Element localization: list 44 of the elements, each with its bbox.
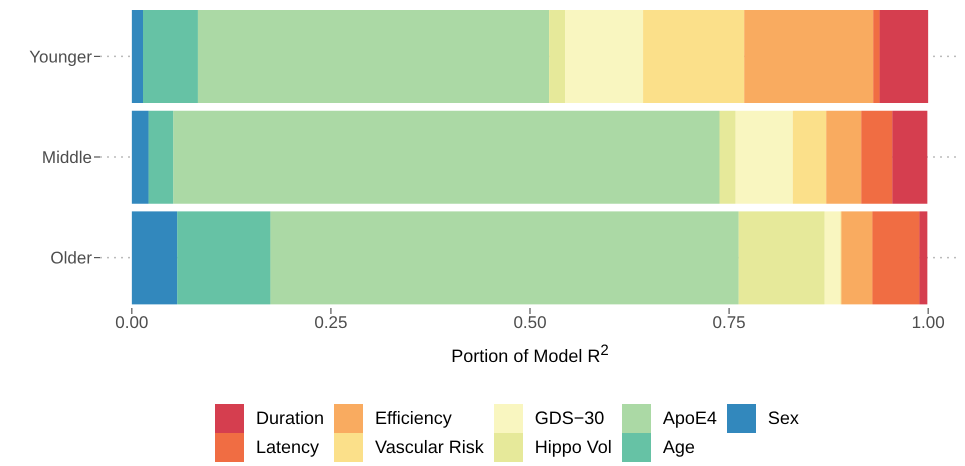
y-tick-label: Younger <box>29 47 92 66</box>
bar <box>826 110 862 204</box>
bar <box>892 110 928 204</box>
x-axis-title: Portion of Model R$^{2}$ <box>450 342 610 367</box>
bar <box>143 10 198 104</box>
bar <box>148 110 174 204</box>
bar <box>173 110 720 204</box>
legend-label: Duration <box>256 408 324 429</box>
bar <box>735 110 793 204</box>
bar <box>873 10 880 104</box>
x-tick-label: 0.75 <box>712 313 746 332</box>
bar <box>872 211 920 304</box>
legend-label: Vascular Risk <box>375 437 484 458</box>
bar <box>565 10 644 104</box>
y-tick-label: Middle <box>42 148 92 168</box>
bar <box>861 110 892 204</box>
legend-label: Age <box>662 437 695 458</box>
bar <box>919 211 928 304</box>
legend-label: Hippo Vol <box>534 437 612 458</box>
bar <box>744 10 874 104</box>
legend-label: Latency <box>256 437 320 458</box>
bar <box>549 10 566 104</box>
y-tick-label: Older <box>50 248 92 268</box>
bar <box>132 211 178 304</box>
bar <box>738 211 825 304</box>
bar <box>792 110 826 204</box>
x-tick-label: 1.00 <box>912 313 945 332</box>
bar <box>880 10 928 104</box>
bar <box>177 211 270 304</box>
legend-label: GDS−30 <box>534 408 604 429</box>
bar <box>643 10 744 104</box>
x-tick-label: 0.00 <box>115 313 148 332</box>
bar <box>720 110 736 204</box>
bar <box>824 211 841 304</box>
legend-label: ApoE4 <box>662 408 717 429</box>
bar <box>132 110 149 204</box>
bar <box>198 10 550 104</box>
x-tick-label: 0.50 <box>513 313 547 332</box>
bar <box>132 10 143 104</box>
legend-label: Efficiency <box>375 408 452 429</box>
x-tick-label: 0.25 <box>314 313 348 332</box>
legend-label: Sex <box>768 408 799 429</box>
bar <box>841 211 872 304</box>
bar <box>270 211 739 304</box>
